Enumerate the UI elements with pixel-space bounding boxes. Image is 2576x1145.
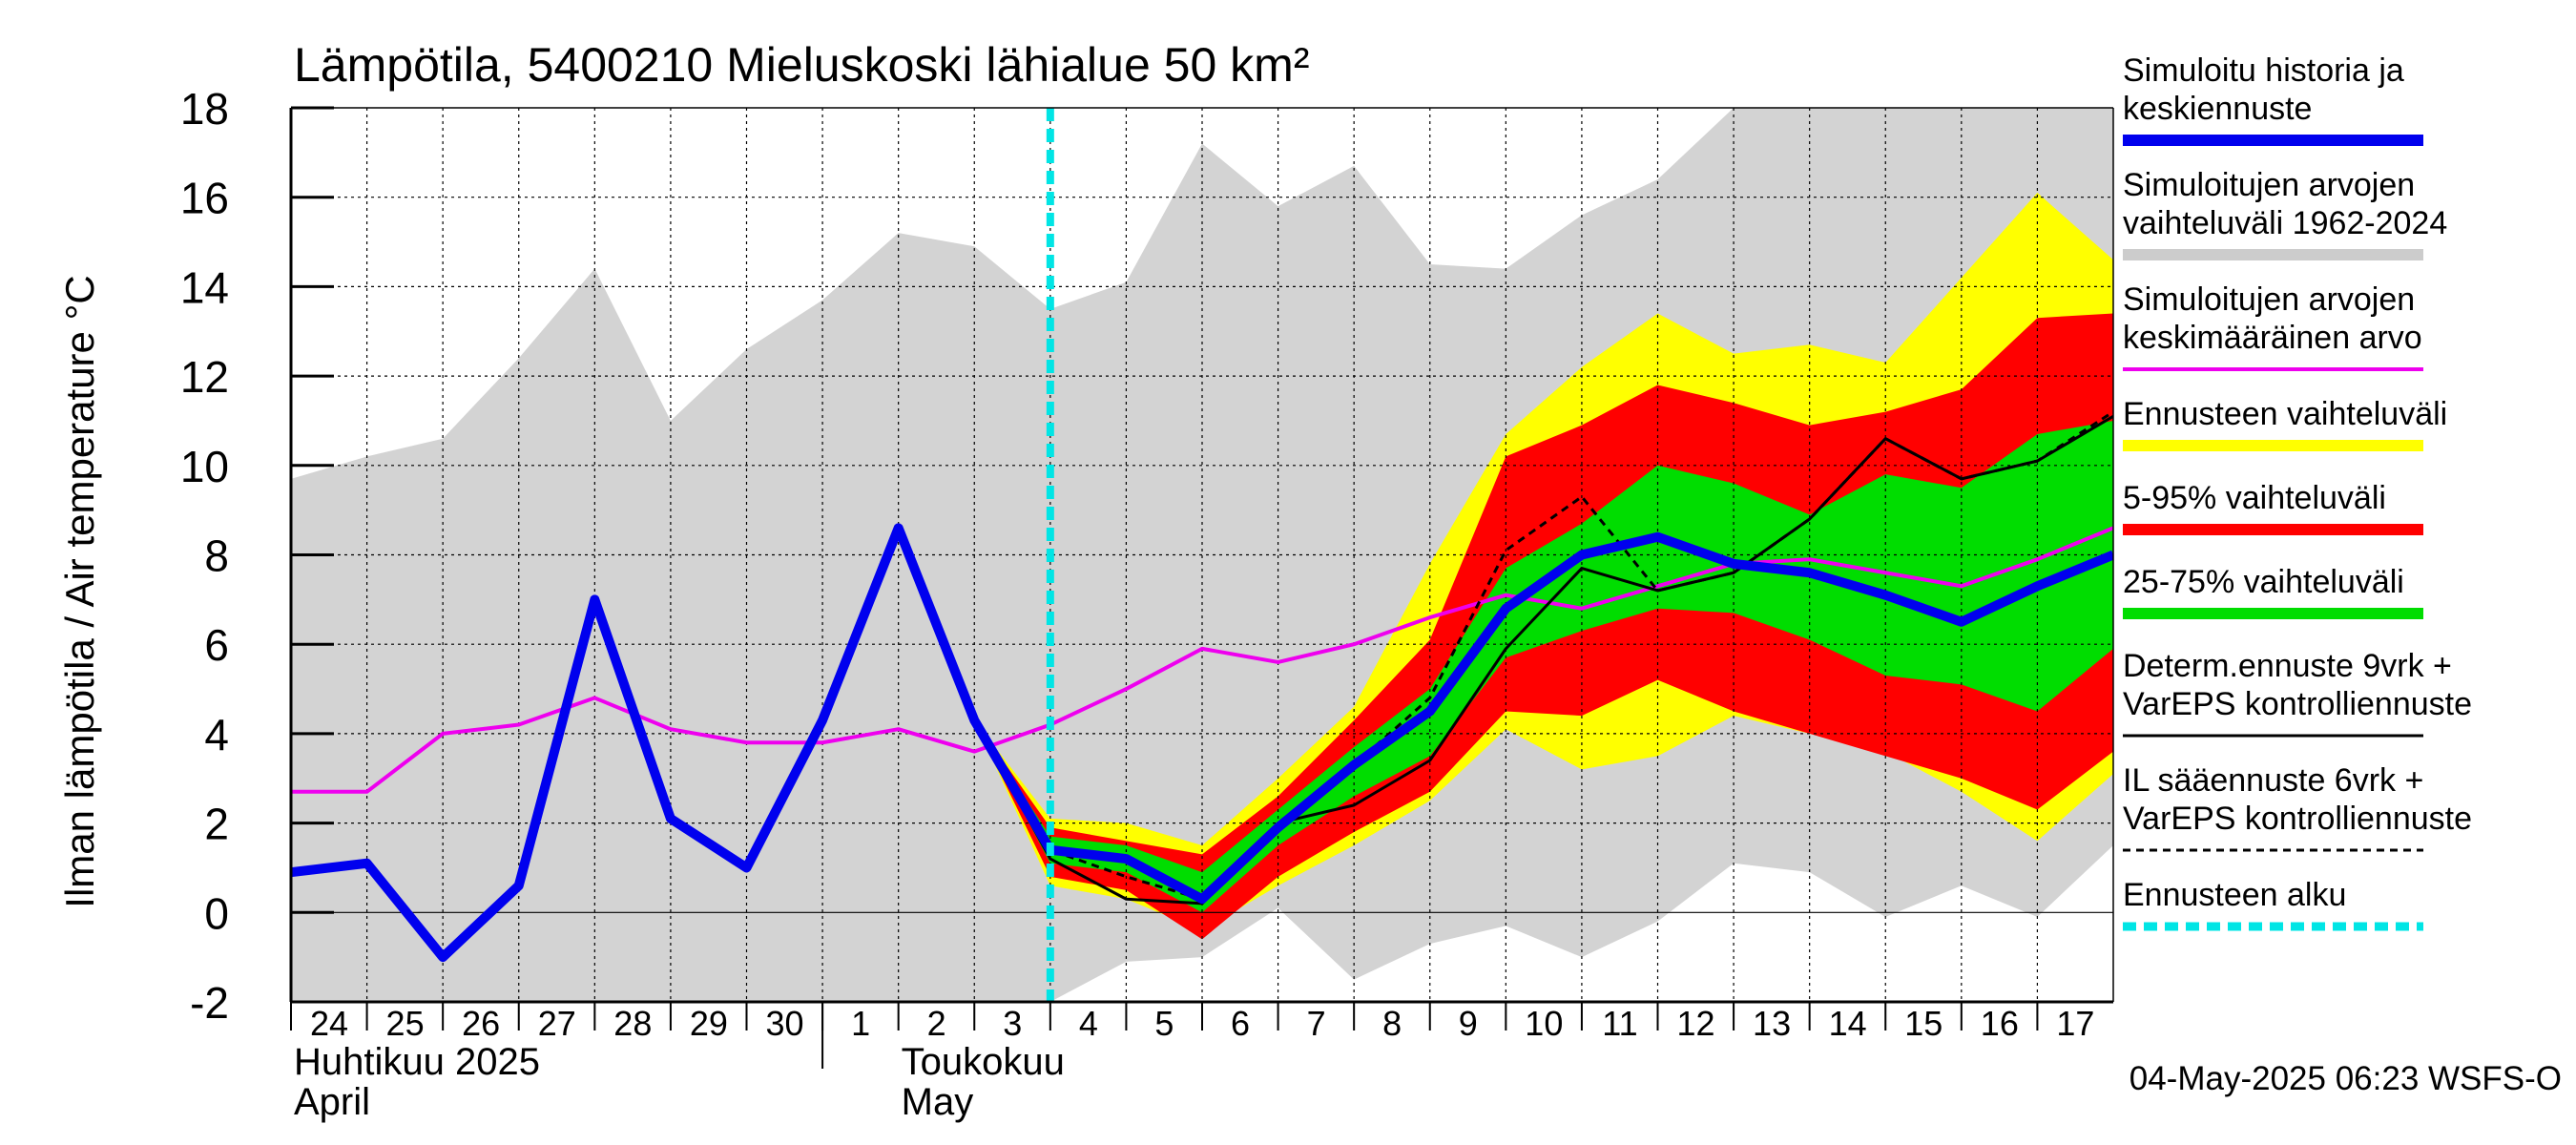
x-tick-label: 4 [1079, 1004, 1098, 1043]
series-simuloitu-historia-ja-keskiennuste [291, 523, 2113, 963]
footer-timestamp: 04-May-2025 06:23 WSFS-O [2129, 1060, 2562, 1097]
x-tick-label: 24 [310, 1004, 348, 1043]
x-tick-label: 3 [1003, 1004, 1022, 1043]
x-tick-label: 15 [1904, 1004, 1942, 1043]
x-tick-label: 11 [1602, 1004, 1637, 1043]
y-tick-label: 2 [204, 800, 229, 849]
legend-label: Simuloitu historia ja [2123, 52, 2404, 89]
x-tick-label: 13 [1753, 1004, 1791, 1043]
y-tick-label: 16 [180, 174, 229, 223]
grid-lines [291, 108, 2113, 1002]
series-il-s-ennuste-6vrk-vareps-kontrolliennuste [897, 410, 2113, 901]
y-tick-label: 14 [180, 262, 229, 312]
x-tick-label: 12 [1676, 1004, 1714, 1043]
x-tick-label: 9 [1459, 1004, 1478, 1043]
x-tick-label: 17 [2056, 1004, 2094, 1043]
series-simuloitujen-arvojen-keskim-r-inen-arvo [291, 526, 2113, 794]
x-tick-label: 2 [927, 1004, 946, 1043]
chart-title: Lämpötila, 5400210 Mieluskoski lähialue … [294, 38, 1309, 92]
legend-label: Determ.ennuste 9vrk + [2123, 648, 2452, 684]
legend-label: IL sääennuste 6vrk + [2123, 762, 2423, 799]
month-label: Toukokuu [902, 1041, 1065, 1083]
y-tick-label: -2 [190, 978, 229, 1028]
legend-label: 5-95% vaihteluväli [2123, 480, 2386, 516]
x-tick-label: 16 [1981, 1004, 2019, 1043]
month-label: Huhtikuu 2025 [294, 1041, 540, 1083]
y-tick-label: 18 [180, 84, 229, 134]
legend-label: Ennusteen alku [2123, 877, 2346, 913]
x-tick-label: 1 [851, 1004, 870, 1043]
legend-label: VarEPS kontrolliennuste [2123, 801, 2472, 837]
legend-label: vaihteluväli 1962-2024 [2123, 205, 2447, 241]
y-tick-label: 8 [204, 531, 229, 581]
y-tick-label: 0 [204, 888, 229, 938]
legend-label: keskiennuste [2123, 91, 2312, 127]
x-tick-label: 6 [1231, 1004, 1250, 1043]
x-tick-label: 27 [538, 1004, 576, 1043]
x-tick-label: 28 [613, 1004, 652, 1043]
x-tick-label: 5 [1154, 1004, 1174, 1043]
y-tick-label: 10 [180, 442, 229, 491]
x-tick-label: 8 [1382, 1004, 1402, 1043]
month-label-en: May [902, 1081, 974, 1123]
x-tick-label: 7 [1307, 1004, 1326, 1043]
legend-label: keskimääräinen arvo [2123, 320, 2422, 356]
y-tick-label: 6 [204, 620, 229, 670]
y-tick-label: 4 [204, 710, 229, 760]
x-tick-label: 14 [1829, 1004, 1867, 1043]
legend-label: Ennusteen vaihteluväli [2123, 396, 2447, 432]
x-tick-label: 29 [690, 1004, 728, 1043]
month-label-en: April [294, 1081, 370, 1123]
series-lines [291, 108, 2113, 1002]
x-tick-label: 10 [1525, 1004, 1563, 1043]
y-tick-label: 12 [180, 352, 229, 402]
band-25-75-vaihteluv-li [974, 420, 2113, 913]
legend-label: Simuloitujen arvojen [2123, 281, 2415, 318]
y-axis-label: Ilman lämpötila / Air temperature °C [57, 275, 102, 907]
legend-label: 25-75% vaihteluväli [2123, 564, 2404, 600]
x-tick-label: 26 [462, 1004, 500, 1043]
legend-label: VarEPS kontrolliennuste [2123, 686, 2472, 722]
x-tick-label: 30 [765, 1004, 803, 1043]
x-tick-label: 25 [386, 1004, 425, 1043]
legend-label: Simuloitujen arvojen [2123, 167, 2415, 203]
